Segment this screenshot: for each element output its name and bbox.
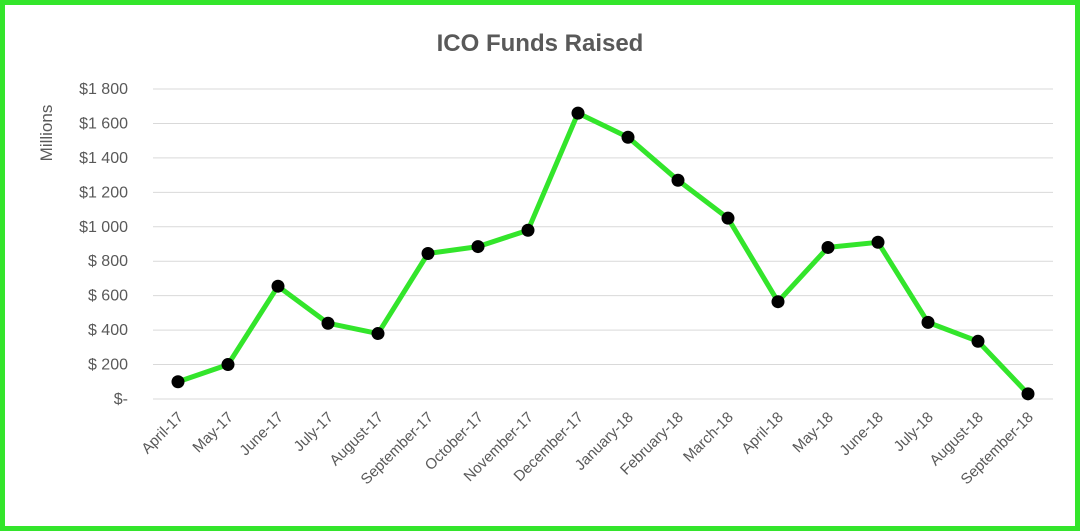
- data-point: [521, 223, 535, 237]
- x-tick-label: May-18: [789, 409, 836, 456]
- data-point: [921, 315, 935, 329]
- data-point: [1021, 387, 1035, 401]
- data-point: [421, 246, 435, 260]
- data-point: [971, 334, 985, 348]
- chart-title: ICO Funds Raised: [437, 30, 644, 57]
- y-tick-label: $ 400: [88, 322, 128, 339]
- y-tick-label: $1 800: [79, 81, 128, 98]
- data-point: [271, 279, 285, 293]
- x-tick-labels: April-17 May-17 June-17 July-17August-17Sep…: [138, 409, 1037, 488]
- y-tick-label: $ 800: [88, 253, 128, 270]
- y-tick-label: $1 200: [79, 184, 128, 201]
- data-point: [571, 106, 585, 120]
- data-point: [471, 240, 485, 254]
- y-tick-label: $1 600: [79, 115, 128, 132]
- x-tick-label: June-18: [836, 409, 886, 459]
- data-point: [871, 235, 885, 249]
- data-point: [221, 358, 235, 372]
- data-point: [171, 375, 185, 389]
- y-tick-label: $1 000: [79, 219, 128, 236]
- y-axis-label: Millions: [37, 105, 56, 162]
- data-point: [721, 211, 735, 225]
- data-point: [771, 295, 785, 309]
- x-tick-label: July-17: [291, 409, 337, 455]
- x-tick-label: May-17: [189, 409, 236, 456]
- data-point: [371, 327, 385, 341]
- y-tick-label: $ 600: [88, 288, 128, 305]
- data-point: [821, 240, 835, 254]
- series-markers: [171, 106, 1035, 401]
- data-point: [621, 130, 635, 144]
- x-tick-label: April-17: [138, 409, 187, 458]
- data-point: [671, 173, 685, 187]
- series-line-layer: [175, 110, 1031, 397]
- x-tick-label: April-18: [738, 409, 787, 458]
- gridlines: [153, 88, 1053, 400]
- x-tick-label: June-17: [236, 409, 286, 459]
- y-tick-label: $1 400: [79, 150, 128, 167]
- y-tick-labels: $- $ 200 $ 400 $ 600 $ 800 $1 000 $1 200 $1 400…: [79, 81, 128, 408]
- y-tick-label: $ 200: [88, 357, 128, 374]
- data-point: [321, 316, 335, 330]
- x-tick-label: July-18: [891, 409, 937, 455]
- series-line: [175, 110, 1031, 397]
- x-tick-label: March-18: [680, 409, 737, 466]
- y-tick-label: $-: [114, 391, 128, 408]
